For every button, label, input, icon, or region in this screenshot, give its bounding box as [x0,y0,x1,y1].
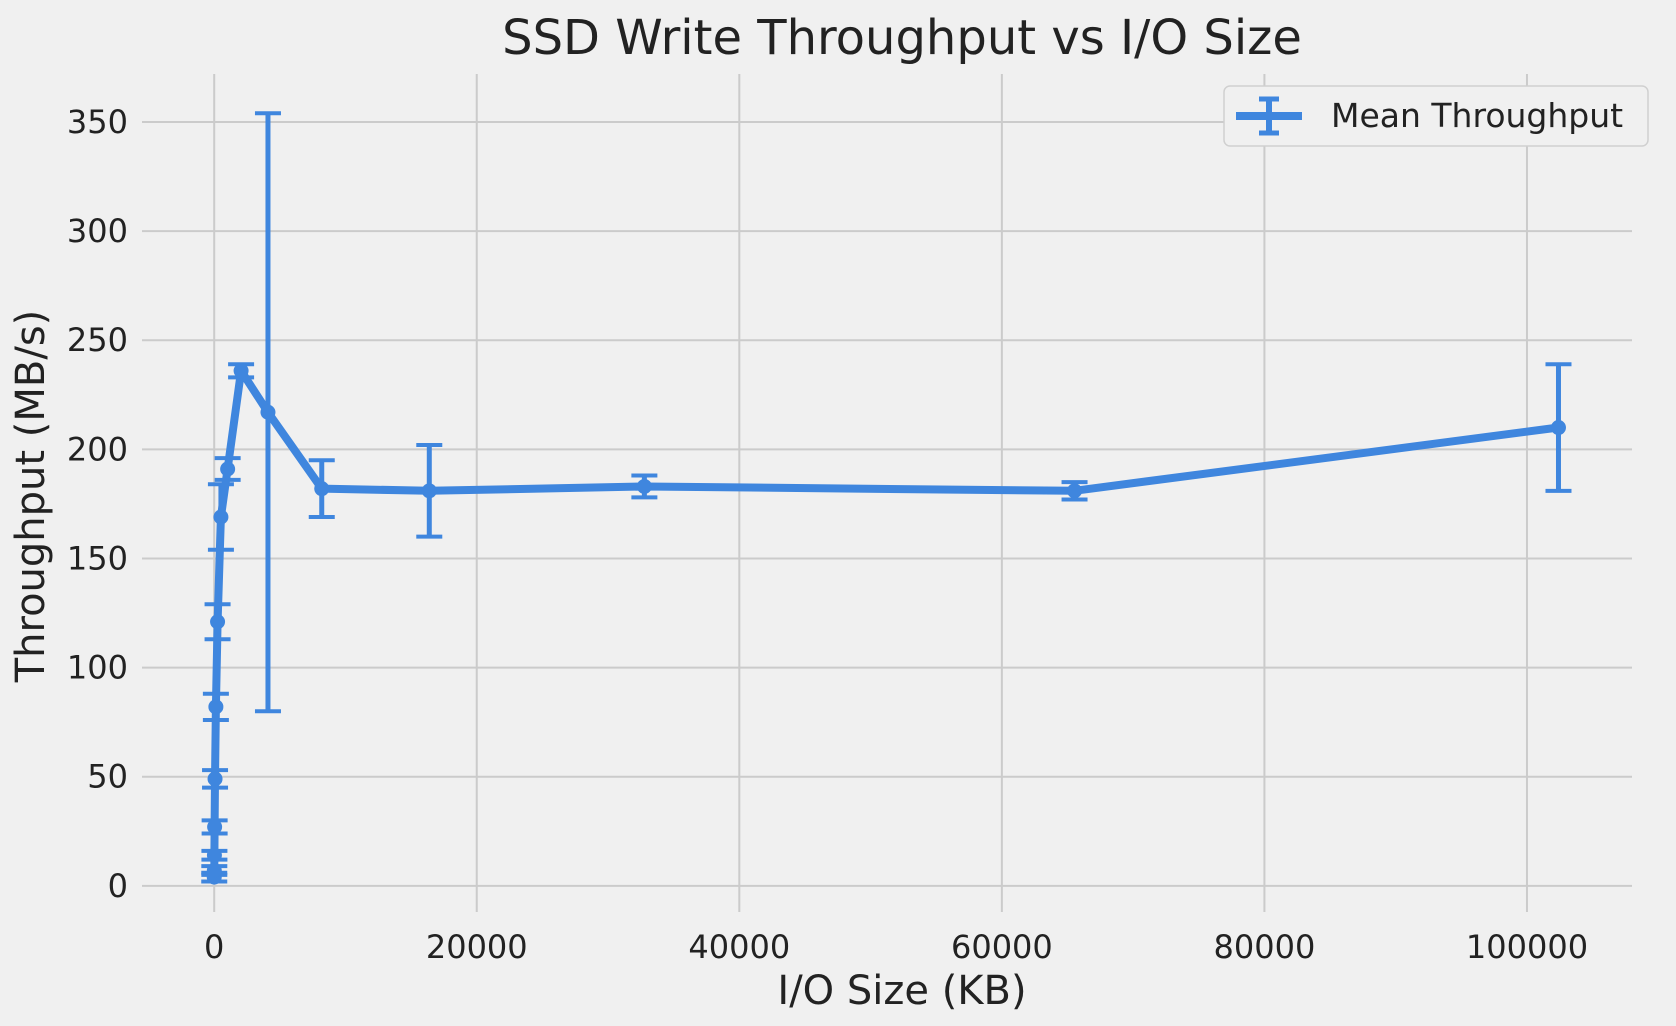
series-line [210,366,1563,882]
y-tick-label: 350 [67,103,128,141]
data-point [206,847,222,863]
x-tick-label: 80000 [1214,928,1316,966]
legend-marker [1236,96,1302,136]
x-tick-label: 40000 [688,928,790,966]
y-tick-label: 200 [67,430,128,468]
x-tick-label: 100000 [1466,928,1588,966]
data-point [636,478,652,494]
data-point [1067,483,1083,499]
data-point [213,509,229,525]
x-tick-label: 60000 [951,928,1053,966]
data-point [210,614,226,630]
data-point [206,863,222,879]
series-mean-throughput [201,111,1572,885]
y-tick-label: 0 [108,867,128,905]
legend-label: Mean Throughput [1331,96,1623,135]
data-point [314,481,330,497]
y-tick-label: 250 [67,321,128,359]
x-tick-label: 20000 [426,928,528,966]
y-tick-label: 100 [67,649,128,687]
data-point [421,483,437,499]
data-point [1550,420,1566,436]
x-axis-title: I/O Size (KB) [777,968,1026,1014]
data-point [220,461,236,477]
data-point [207,771,223,787]
data-point [260,404,276,420]
tick-labels: 0 20000 40000 60000 80000 100000 0 50 100 150 200 2… [67,103,1588,966]
y-tick-label: 50 [87,758,128,796]
chart-title: SSD Write Throughput vs I/O Size [502,10,1302,66]
data-point [207,819,223,835]
legend: Mean Throughput [1223,85,1649,147]
y-tick-label: 150 [67,539,128,577]
y-tick-label: 300 [67,212,128,250]
y-axis-title: Throughput (MB/s) [8,310,54,684]
data-point [208,699,224,715]
legend-frame [1223,85,1649,147]
x-tick-label: 0 [204,928,224,966]
data-point [233,363,249,379]
